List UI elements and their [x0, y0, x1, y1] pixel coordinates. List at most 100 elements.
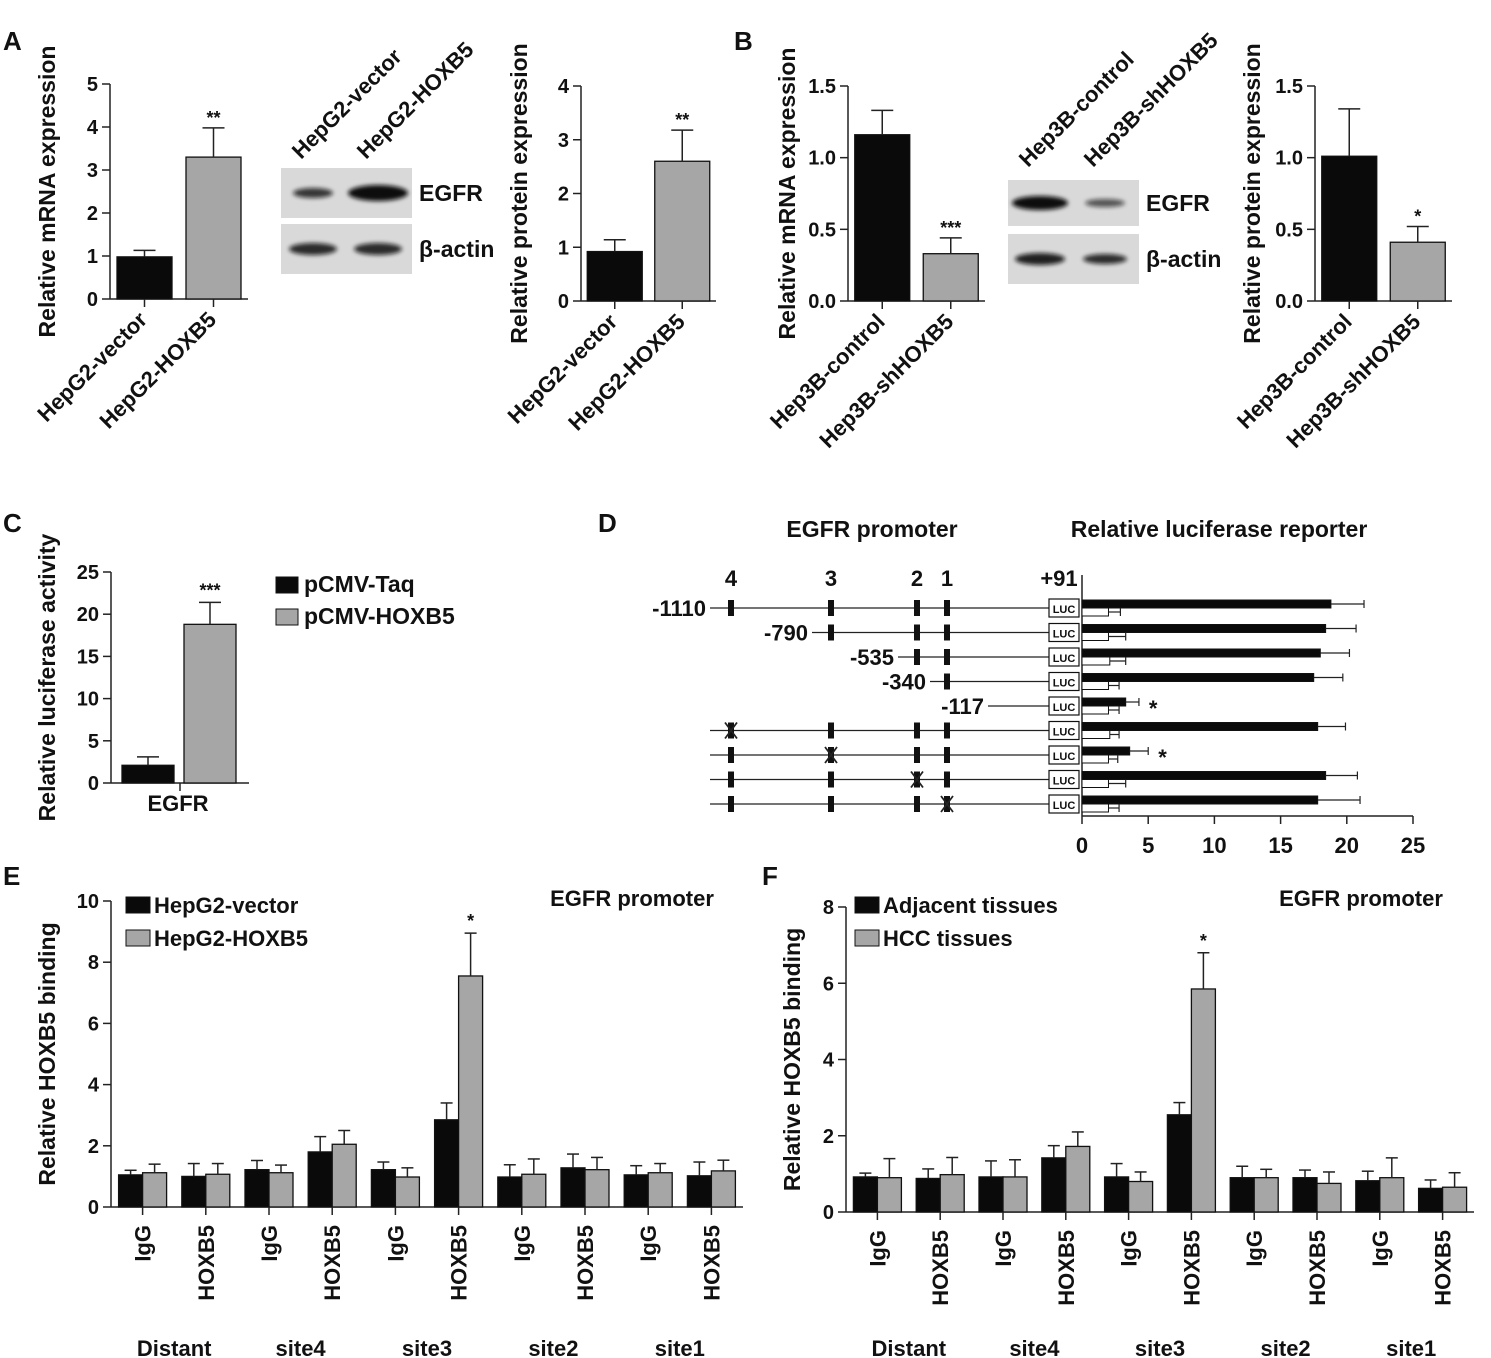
bar	[922, 253, 979, 302]
y-tick-label: 15	[77, 646, 99, 668]
y-tick-label: 4	[558, 76, 570, 98]
binding-site-box	[828, 600, 834, 616]
luc-label: LUC	[1053, 776, 1076, 788]
x-tick-label: HOXB5	[573, 1225, 598, 1301]
y-tick-label: 1	[558, 237, 569, 259]
bar	[1081, 697, 1127, 707]
bar	[1041, 1157, 1067, 1213]
significance-label: *	[1149, 696, 1158, 721]
group-label: Distant	[872, 1336, 947, 1358]
legend-swatch	[125, 896, 151, 914]
bar	[1081, 632, 1109, 641]
x-tick-label: Hep3B-shHOXB5	[1281, 309, 1425, 453]
y-tick-label: 2	[88, 1136, 99, 1158]
legend-label: HCC tissues	[883, 926, 1013, 951]
luc-label: LUC	[1053, 751, 1076, 763]
binding-site-box	[828, 796, 834, 812]
bar	[141, 1172, 168, 1208]
luc-label: LUC	[1053, 800, 1076, 812]
binding-site-box	[728, 747, 734, 763]
panel-label-e: E	[3, 861, 20, 891]
bar	[1127, 1180, 1154, 1213]
bar	[116, 256, 173, 300]
x-tick-label: HOXB5	[1179, 1230, 1204, 1306]
binding-site-box	[944, 747, 950, 763]
beta-actin-band-label: β-actin	[1146, 246, 1221, 272]
group-label: Distant	[137, 1336, 212, 1358]
y-axis-title: Relative protein expression	[506, 43, 532, 343]
legend-label: Adjacent tissues	[883, 893, 1058, 918]
binding-site-box	[728, 796, 734, 812]
binding-site-box	[828, 771, 834, 788]
bar	[205, 1173, 231, 1208]
bar	[710, 1170, 737, 1208]
luc-label: LUC	[1053, 604, 1076, 616]
bar	[181, 1175, 207, 1208]
bar	[1081, 779, 1109, 788]
y-tick-label: 1.0	[808, 148, 836, 170]
x-tick-label: 20	[1335, 833, 1359, 858]
site-label: 1	[941, 566, 953, 591]
bar	[1081, 803, 1109, 813]
bar	[1081, 705, 1109, 715]
bar	[939, 1173, 965, 1213]
y-tick-label: 0	[87, 289, 98, 311]
luc-box	[1048, 720, 1080, 741]
bar	[1081, 771, 1327, 780]
bar	[1081, 673, 1315, 682]
luc-box	[1048, 696, 1080, 716]
y-tick-label: 4	[823, 1050, 835, 1072]
y-tick-label: 6	[88, 1013, 99, 1035]
chart-title: EGFR promoter	[1279, 886, 1443, 911]
bar	[1081, 599, 1332, 609]
blot-band	[289, 243, 337, 255]
bar	[854, 134, 911, 302]
construct-start-label: -1110	[652, 596, 706, 621]
site-label: 3	[825, 566, 837, 591]
bar	[521, 1173, 547, 1208]
promoter-title: EGFR promoter	[786, 516, 957, 542]
y-axis-title: Relative protein expression	[1239, 43, 1265, 343]
binding-site-box	[728, 600, 734, 616]
bar	[1166, 1114, 1193, 1213]
luc-box	[1048, 598, 1080, 618]
luc-box	[1048, 794, 1080, 814]
bar	[1081, 648, 1321, 658]
binding-site-box	[914, 624, 920, 641]
bar	[1081, 746, 1131, 756]
binding-site-box	[944, 649, 950, 665]
x-tick-label: 10	[1202, 833, 1226, 858]
bar	[584, 1169, 610, 1208]
bar	[623, 1174, 649, 1208]
binding-site-box	[944, 624, 950, 641]
y-tick-label: 1	[87, 246, 98, 268]
site-label: 2	[911, 566, 923, 591]
legend-swatch	[275, 576, 299, 594]
y-tick-label: 10	[77, 891, 99, 913]
bar	[876, 1177, 903, 1213]
x-tick-label: IgG	[991, 1230, 1016, 1267]
lane-label: Hep3B-control	[1014, 47, 1139, 172]
y-tick-label: 0.5	[808, 219, 836, 241]
y-tick-label: 5	[88, 731, 99, 753]
x-tick-label: IgG	[1368, 1230, 1393, 1267]
bar	[1081, 722, 1319, 731]
group-label: site2	[528, 1336, 578, 1358]
luc-box	[1048, 647, 1080, 667]
bar	[307, 1151, 333, 1208]
luc-box	[1048, 622, 1080, 643]
y-tick-label: 3	[558, 130, 569, 152]
legend-swatch	[854, 929, 880, 947]
x-tick-label: HOXB5	[1054, 1230, 1079, 1306]
y-tick-label: 1.5	[1275, 76, 1303, 98]
legend-swatch	[854, 896, 880, 914]
bar	[331, 1143, 357, 1208]
x-tick-label: HepG2-HOXB5	[563, 309, 690, 436]
y-tick-label: 10	[77, 689, 99, 711]
bar	[686, 1175, 713, 1208]
blot-band	[354, 243, 402, 255]
binding-site-box	[728, 771, 734, 788]
blot-band	[1015, 253, 1065, 265]
bar	[244, 1169, 270, 1208]
